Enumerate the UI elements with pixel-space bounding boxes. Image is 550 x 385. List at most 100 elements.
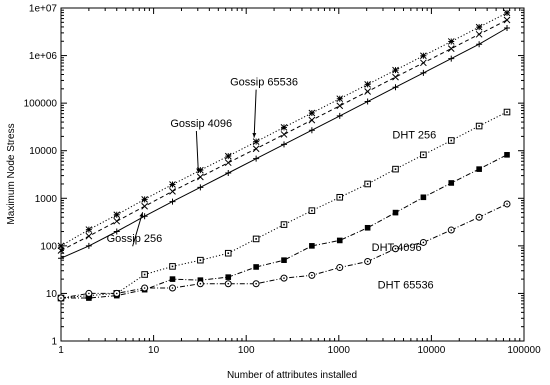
data-point — [448, 55, 455, 62]
data-point-center — [394, 168, 397, 170]
data-point — [420, 194, 427, 201]
data-point-center — [422, 241, 425, 244]
y-tick-label: 1000 — [35, 194, 58, 205]
data-point-center — [171, 287, 174, 289]
annotation-arrow — [195, 130, 199, 174]
data-point-center — [366, 260, 369, 263]
axis-ticks: 1 10 100 1000 10000 100000 1 10 100 1000 10000 1000… — [24, 4, 541, 357]
data-point — [85, 242, 92, 249]
data-point — [504, 152, 510, 158]
series-gossip-4096 — [57, 16, 511, 254]
data-point — [364, 98, 371, 105]
data-point — [336, 95, 344, 103]
series-line — [61, 154, 508, 299]
x-tick-label: 1000 — [328, 345, 351, 356]
data-point — [225, 274, 232, 280]
data-point-center — [143, 287, 146, 289]
y-axis-title: Maximum Node Stress — [6, 123, 17, 224]
data-point — [113, 211, 121, 219]
data-point — [447, 45, 455, 52]
data-point — [86, 295, 92, 301]
y-tick-label: 100000 — [24, 99, 58, 110]
data-point — [308, 109, 316, 117]
series-line — [60, 111, 508, 299]
y-tick-label: 1 — [51, 337, 57, 348]
data-point — [197, 166, 204, 174]
data-point-center — [506, 111, 508, 113]
data-point — [448, 180, 455, 186]
data-point — [336, 112, 343, 119]
data-point-center — [366, 183, 369, 185]
data-point — [447, 38, 455, 45]
annotation-arrowhead — [196, 168, 201, 174]
x-tick-label: 1 — [58, 345, 64, 356]
data-point-center — [311, 209, 313, 212]
y-tick-label: 10000 — [29, 146, 57, 157]
data-point — [85, 232, 93, 240]
y-tick-label: 10 — [46, 289, 58, 300]
data-point — [281, 257, 287, 263]
x-tick-label: 10000 — [417, 345, 445, 356]
data-point — [253, 155, 260, 162]
annotation-label: DHT 4096 — [372, 242, 422, 254]
data-point — [392, 66, 399, 74]
data-point-center — [255, 238, 257, 240]
data-point — [308, 116, 316, 124]
series-dht-256 — [57, 108, 511, 302]
data-point-center — [506, 203, 508, 205]
data-point — [252, 138, 260, 146]
data-point-center — [394, 247, 397, 250]
data-point — [364, 81, 371, 88]
series-layer — [57, 9, 511, 302]
data-point — [309, 243, 315, 249]
x-tick-label: 100 — [238, 345, 255, 356]
data-point — [225, 170, 232, 177]
data-point-center — [199, 259, 202, 261]
data-point — [169, 187, 176, 195]
series-line — [60, 19, 508, 251]
data-point — [336, 237, 343, 244]
data-point — [197, 184, 204, 191]
data-point-center — [227, 252, 230, 255]
data-point-center — [227, 282, 230, 285]
y-tick-label: 1e+07 — [29, 4, 58, 15]
annotation-arrow — [132, 212, 144, 247]
y-tick-label: 100 — [40, 241, 57, 252]
data-point — [503, 9, 511, 17]
data-point — [281, 141, 288, 148]
annotation-label: DHT 256 — [392, 129, 436, 141]
data-point — [308, 127, 315, 134]
data-point — [392, 84, 399, 91]
data-point-center — [450, 229, 453, 231]
annotation-label: DHT 65536 — [378, 279, 434, 291]
data-point-center — [338, 266, 341, 269]
data-point — [224, 159, 232, 167]
annotation-arrowhead — [139, 212, 144, 218]
data-point — [169, 181, 176, 188]
data-point — [141, 195, 148, 203]
data-point-center — [478, 216, 480, 219]
data-point — [57, 242, 65, 250]
data-point-center — [450, 139, 453, 142]
data-point-center — [171, 265, 174, 268]
y-tick-label: 1e+06 — [29, 51, 58, 62]
data-point — [252, 145, 260, 153]
data-point — [141, 202, 148, 210]
data-point — [392, 73, 399, 81]
series-line — [60, 203, 508, 299]
data-point-center — [422, 154, 425, 156]
series-line — [60, 12, 508, 247]
annotation-arrow — [253, 89, 257, 138]
data-point — [197, 277, 204, 283]
data-point-center — [478, 125, 480, 127]
series-gossip-65536 — [57, 9, 511, 250]
annotation-label: Gossip 4096 — [170, 118, 232, 130]
plot-frame — [60, 7, 525, 342]
data-point — [169, 276, 176, 282]
data-point — [224, 152, 232, 160]
data-point — [197, 173, 204, 181]
data-point — [420, 59, 427, 67]
annotation-label: Gossip 65536 — [230, 77, 298, 89]
data-point — [476, 41, 483, 48]
